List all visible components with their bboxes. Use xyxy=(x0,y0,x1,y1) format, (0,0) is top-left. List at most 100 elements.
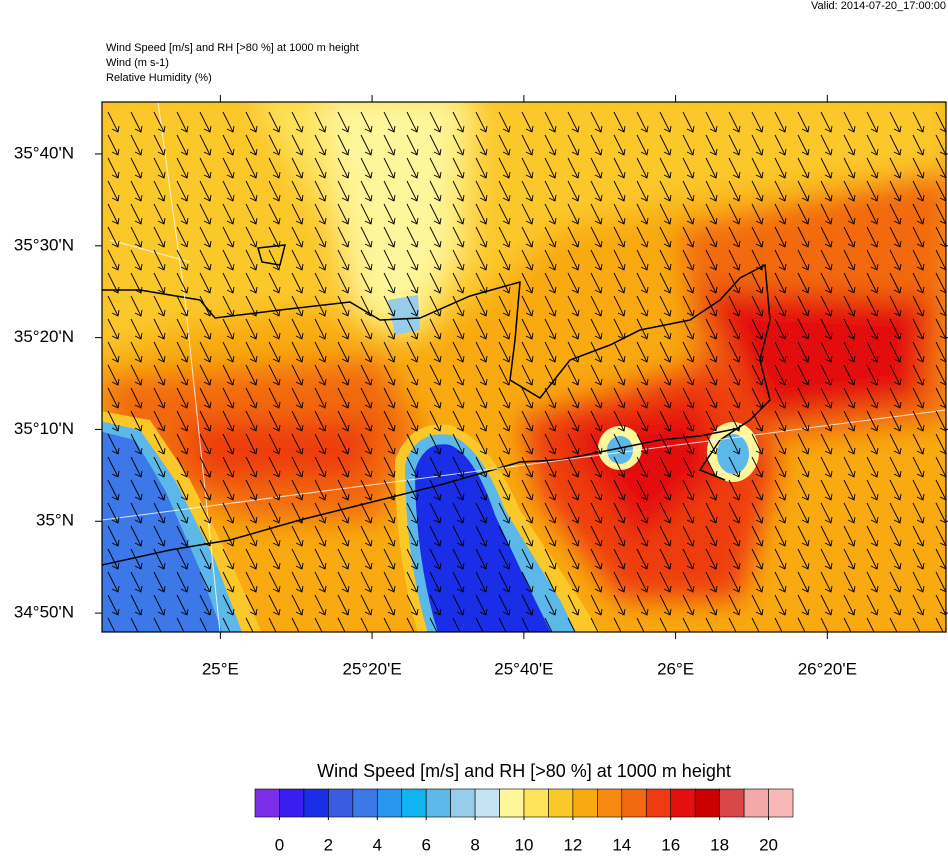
wind-arrow xyxy=(199,226,212,248)
wind-arrow xyxy=(429,525,442,547)
wind-arrow xyxy=(337,134,350,156)
wind-arrow xyxy=(406,134,419,156)
wind-arrow xyxy=(613,226,626,248)
wind-arrow xyxy=(590,249,603,271)
wind-arrow xyxy=(567,364,580,386)
y-tick-label: 35°N xyxy=(36,511,74,530)
wind-arrow xyxy=(705,594,718,616)
wind-arrow xyxy=(291,180,304,202)
wind-arrow xyxy=(452,525,465,547)
wind-arrow xyxy=(590,364,603,386)
wind-arrow xyxy=(659,226,672,248)
wind-arrow xyxy=(452,134,465,156)
wind-arrow xyxy=(682,226,695,248)
wind-arrow xyxy=(751,318,764,340)
wind-arrow xyxy=(452,203,465,225)
wind-arrow xyxy=(613,318,626,340)
wind-arrow xyxy=(705,433,718,455)
wind-arrow xyxy=(659,548,672,570)
wind-arrow xyxy=(682,525,695,547)
wind-arrow xyxy=(912,456,925,478)
wind-arrow xyxy=(337,387,350,409)
wind-arrow xyxy=(889,617,901,632)
wind-arrow xyxy=(751,341,764,363)
wind-arrow xyxy=(682,617,694,632)
wind-arrow xyxy=(820,272,833,294)
wind-arrow xyxy=(268,525,281,547)
header-line: Wind Speed [m/s] and RH [>80 %] at 1000 … xyxy=(106,42,359,54)
wind-arrow xyxy=(889,410,902,432)
wind-arrow xyxy=(498,295,511,317)
wind-arrow xyxy=(820,433,833,455)
wind-arrow xyxy=(222,548,235,570)
wind-arrow xyxy=(659,502,672,524)
wind-arrow xyxy=(705,410,718,432)
wind-arrow xyxy=(544,433,557,455)
wind-arrow xyxy=(820,157,833,179)
colorbar-tick-label: 0 xyxy=(275,835,284,854)
wind-arrow xyxy=(751,594,764,616)
wind-arrow xyxy=(590,548,603,570)
wind-arrow xyxy=(222,594,235,616)
wind-arrow xyxy=(613,571,626,593)
wind-arrow xyxy=(912,272,925,294)
wind-arrow xyxy=(912,525,925,547)
wind-arrow xyxy=(774,364,787,386)
wind-arrow xyxy=(153,525,166,547)
wind-arrow xyxy=(866,479,879,501)
wind-arrow xyxy=(728,571,741,593)
wind-arrow xyxy=(199,502,212,524)
wind-arrow xyxy=(866,295,879,317)
wind-arrow xyxy=(935,341,946,363)
colorbar-box xyxy=(743,788,769,818)
wind-arrow xyxy=(107,594,120,616)
wind-arrow xyxy=(843,203,856,225)
wind-arrow xyxy=(567,226,580,248)
header-line: Relative Humidity (%) xyxy=(106,72,212,84)
wind-arrow xyxy=(521,364,534,386)
wind-arrow xyxy=(774,226,787,248)
wind-arrow xyxy=(705,203,718,225)
wind-arrow xyxy=(245,249,258,271)
wind-arrow xyxy=(843,525,856,547)
wind-arrow xyxy=(199,548,212,570)
wind-arrow xyxy=(797,180,810,202)
wind-arrow xyxy=(590,525,603,547)
wind-arrow xyxy=(521,456,534,478)
wind-arrow xyxy=(912,249,925,271)
wind-arrow xyxy=(705,134,718,156)
wind-arrow xyxy=(774,318,787,340)
wind-arrow xyxy=(291,341,304,363)
wind-arrow xyxy=(130,157,143,179)
wind-arrow xyxy=(843,341,856,363)
wind-arrow xyxy=(935,226,946,248)
wind-arrow xyxy=(245,134,258,156)
wind-arrow xyxy=(682,295,695,317)
wind-arrow xyxy=(429,272,442,294)
wind-arrow xyxy=(544,502,557,524)
wind-arrow xyxy=(475,203,488,225)
wind-arrow xyxy=(291,525,304,547)
wind-arrow xyxy=(659,111,672,133)
wind-arrow xyxy=(544,571,557,593)
wind-arrow xyxy=(521,387,534,409)
colorbar-tick-label: 14 xyxy=(612,835,631,854)
wind-arrow xyxy=(498,111,511,133)
wind-arrow xyxy=(728,387,741,409)
wind-arrow xyxy=(728,226,741,248)
wind-arrow xyxy=(820,410,833,432)
colorbar-box xyxy=(254,788,280,818)
wind-arrow xyxy=(153,387,166,409)
wind-arrow xyxy=(636,180,649,202)
wind-arrow xyxy=(498,571,511,593)
wind-arrow xyxy=(498,548,511,570)
wind-arrow xyxy=(636,134,649,156)
wind-arrow xyxy=(176,456,189,478)
wind-arrow xyxy=(912,387,925,409)
wind-arrow xyxy=(521,272,534,294)
wind-arrow xyxy=(107,249,120,271)
wind-arrow xyxy=(935,571,946,593)
wind-arrow xyxy=(268,433,281,455)
wind-arrow xyxy=(360,203,373,225)
wind-arrow xyxy=(682,502,695,524)
